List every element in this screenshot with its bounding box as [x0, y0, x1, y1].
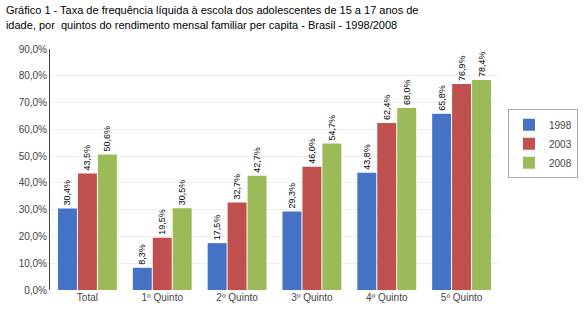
svg-text:40,0%: 40,0%	[19, 177, 47, 188]
svg-text:20,0%: 20,0%	[19, 231, 47, 242]
svg-text:65,8%: 65,8%	[437, 85, 447, 111]
svg-text:2008: 2008	[549, 158, 572, 169]
svg-text:90,0%: 90,0%	[19, 44, 47, 55]
svg-text:80,0%: 80,0%	[19, 70, 47, 81]
svg-text:Total: Total	[77, 292, 98, 303]
svg-text:70,0%: 70,0%	[19, 97, 47, 108]
svg-text:19,5%: 19,5%	[157, 209, 167, 235]
svg-text:5º Quinto: 5º Quinto	[441, 292, 483, 303]
svg-text:60,0%: 60,0%	[19, 124, 47, 135]
svg-text:2º Quinto: 2º Quinto	[216, 292, 258, 303]
svg-text:Gráfico 1 - Taxa de frequência: Gráfico 1 - Taxa de frequência líquida à…	[6, 4, 419, 30]
svg-text:76,9%: 76,9%	[457, 56, 467, 82]
svg-text:43,8%: 43,8%	[362, 144, 372, 170]
svg-text:54,7%: 54,7%	[327, 115, 337, 141]
svg-text:46,0%: 46,0%	[307, 138, 317, 164]
svg-text:30,5%: 30,5%	[177, 180, 187, 206]
svg-text:43,5%: 43,5%	[82, 145, 92, 171]
svg-text:50,0%: 50,0%	[19, 151, 47, 162]
svg-text:30,0%: 30,0%	[19, 204, 47, 215]
svg-text:2003: 2003	[549, 139, 572, 150]
svg-text:62,4%: 62,4%	[382, 94, 392, 120]
svg-text:17,5%: 17,5%	[212, 215, 222, 241]
svg-text:8,3%: 8,3%	[137, 244, 147, 265]
svg-text:3º Quinto: 3º Quinto	[291, 292, 333, 303]
svg-text:0,0%: 0,0%	[24, 285, 47, 296]
svg-text:42,7%: 42,7%	[252, 147, 262, 173]
svg-text:1998: 1998	[549, 120, 572, 131]
svg-text:10,0%: 10,0%	[19, 258, 47, 269]
svg-text:50,6%: 50,6%	[102, 126, 112, 152]
svg-text:68,0%: 68,0%	[402, 79, 412, 105]
svg-text:78,4%: 78,4%	[477, 52, 487, 78]
svg-text:32,7%: 32,7%	[232, 174, 242, 200]
svg-text:1º Quinto: 1º Quinto	[142, 292, 184, 303]
svg-text:30,4%: 30,4%	[62, 180, 72, 206]
svg-text:29,3%: 29,3%	[287, 183, 297, 209]
svg-text:4º Quinto: 4º Quinto	[366, 292, 408, 303]
